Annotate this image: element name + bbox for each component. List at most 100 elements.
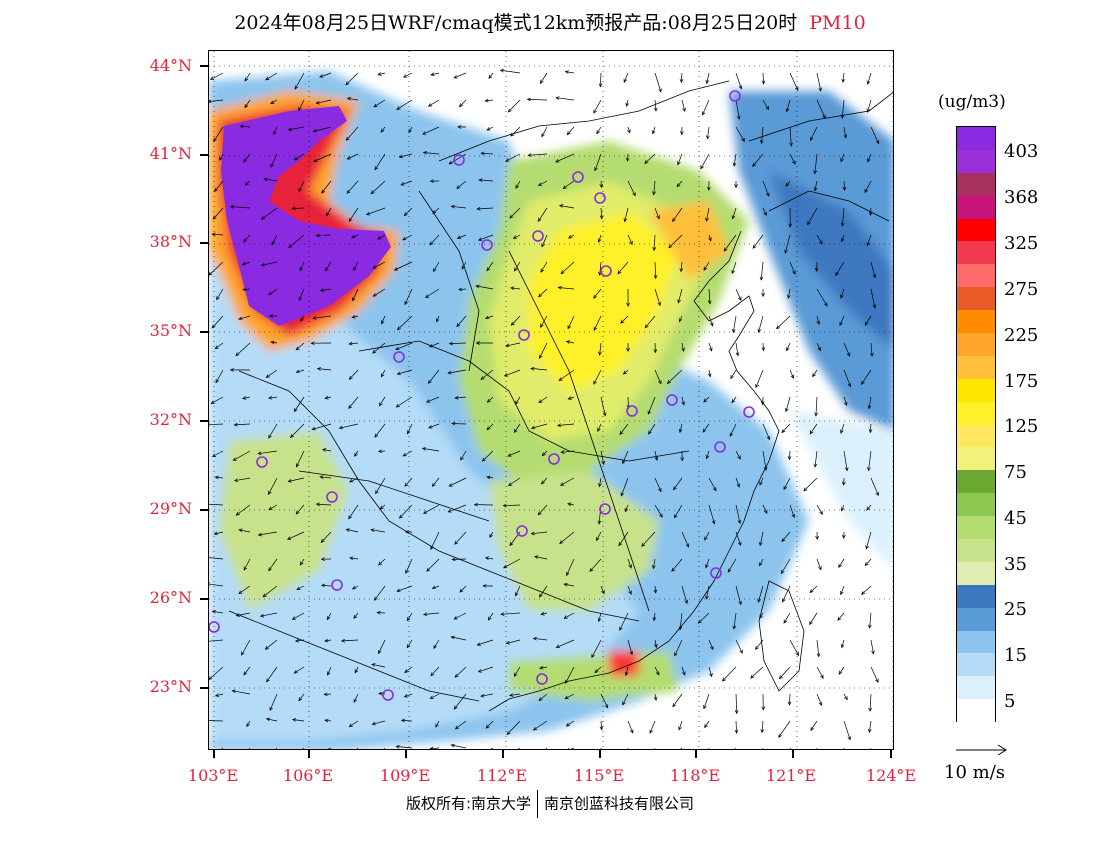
lon-label: 124°E: [865, 766, 917, 785]
wind-vector: [486, 126, 494, 131]
wind-vector-head: [731, 269, 735, 275]
wind-vector-head: [235, 352, 240, 357]
wind-vector-head: [765, 192, 770, 197]
wind-vector-head: [338, 425, 343, 430]
wind-vector-head: [326, 616, 331, 621]
wind-vector: [538, 504, 548, 516]
lon-tick: [213, 750, 215, 758]
wind-vector: [627, 639, 633, 655]
wind-vector: [600, 450, 605, 465]
wind-vector: [295, 639, 305, 642]
wind-vector-head: [818, 87, 822, 92]
wind-vector: [762, 180, 770, 197]
wind-vector-head: [407, 430, 411, 435]
wind-vector-head: [868, 624, 872, 629]
wind-vector-head: [787, 701, 792, 706]
wind-vector-head: [231, 689, 236, 694]
wind-vector: [449, 342, 467, 344]
wind-vector: [619, 423, 629, 435]
wind-vector: [455, 720, 467, 730]
wind-vector-head: [712, 487, 717, 492]
wind-vector: [864, 180, 872, 193]
wind-vector-head: [375, 490, 379, 495]
wind-vector: [448, 153, 467, 165]
wind-vector-head: [210, 400, 215, 404]
wind-vector-head: [618, 542, 623, 547]
wind-vector-head: [757, 598, 761, 603]
wind-vector: [287, 531, 305, 540]
wind-vector: [403, 72, 413, 78]
wind-vector-head: [598, 351, 602, 356]
wind-vector: [681, 396, 685, 405]
wind-vector: [654, 666, 660, 676]
colorbar-label: 75: [1004, 462, 1027, 483]
wind-vector-head: [677, 299, 681, 304]
wind-vector-head: [378, 561, 383, 566]
wind-vector: [870, 639, 874, 654]
wind-vector-head: [810, 726, 815, 731]
wind-vector: [294, 153, 305, 161]
wind-vector-head: [270, 100, 275, 105]
wind-vector-head: [260, 216, 266, 220]
wind-vector: [681, 99, 686, 112]
wind-vector-head: [234, 478, 239, 483]
wind-vector: [349, 369, 359, 380]
wind-vector-head: [214, 187, 218, 193]
city-marker: [710, 567, 722, 579]
wind-vector: [233, 450, 251, 461]
wind-vector: [708, 369, 711, 377]
wind-vector-head: [593, 380, 597, 385]
wind-vector: [209, 503, 224, 506]
wind-vector-head: [323, 692, 328, 697]
wind-vector-head: [778, 733, 782, 738]
wind-vector: [599, 477, 602, 487]
wind-vector: [600, 693, 609, 708]
wind-vector-head: [596, 536, 600, 542]
wind-vector: [454, 612, 467, 620]
wind-vector-head: [243, 566, 248, 571]
wind-vector: [432, 585, 440, 589]
wind-vector-head: [700, 165, 704, 170]
wind-vector: [354, 450, 359, 457]
wind-vector-head: [705, 455, 710, 460]
wind-vector-head: [864, 188, 869, 194]
wind-vector: [298, 288, 305, 301]
wind-vector: [762, 99, 769, 110]
wind-vector-head: [475, 341, 480, 345]
wind-vector-head: [212, 215, 217, 220]
wind-vector-head: [537, 511, 542, 516]
colorbar-segment: [957, 470, 995, 494]
wind-vector: [258, 531, 278, 536]
concentration-fill: [209, 71, 893, 749]
wind-vector-head: [653, 274, 658, 280]
colorbar-label: 125: [1004, 416, 1039, 437]
wind-vector-head: [505, 641, 510, 645]
wind-vector: [212, 233, 224, 236]
wind-vector: [593, 369, 602, 385]
wind-vector: [374, 423, 386, 438]
dust-core: [221, 106, 391, 326]
wind-vector: [867, 72, 872, 85]
wind-vector: [782, 585, 791, 603]
wind-vector-head: [422, 131, 427, 135]
wind-vector: [735, 693, 738, 714]
wind-vector-head: [346, 189, 351, 194]
wind-vector: [732, 315, 737, 333]
wind-vector: [789, 450, 791, 460]
wind-vector-head: [427, 103, 433, 107]
wind-vector-head: [219, 156, 223, 161]
wind-vector-head: [315, 502, 320, 507]
wind-vector-head: [299, 561, 304, 566]
wind-vector: [479, 179, 494, 182]
wind-vector: [313, 126, 332, 132]
wind-vector-head: [843, 401, 848, 406]
wind-vector-head: [515, 184, 519, 189]
wind-vector-head: [268, 291, 273, 296]
wind-vector: [215, 342, 224, 349]
wind-vector-head: [842, 186, 847, 191]
wind-vector: [555, 153, 575, 163]
wind-vector-head: [510, 321, 515, 326]
wind-vector-head: [812, 373, 816, 378]
wind-vector: [680, 72, 683, 83]
wind-vector: [593, 315, 602, 331]
